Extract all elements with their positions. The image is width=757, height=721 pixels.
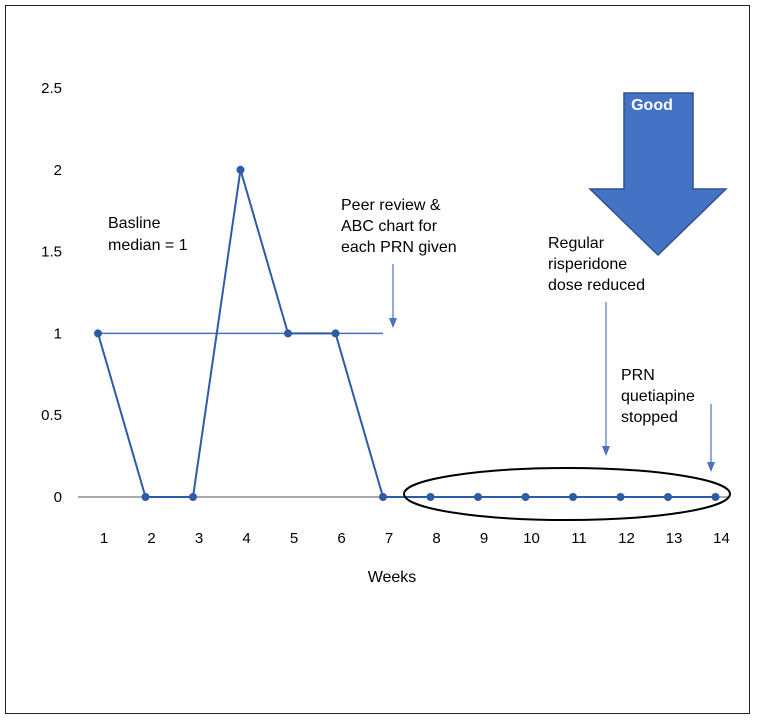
annotation-quetiapine-line2: quetiapine: [621, 388, 695, 405]
data-point: [426, 493, 435, 501]
x-tick-label: 3: [195, 530, 203, 547]
annotation-baseline-line1: Basline: [108, 215, 161, 232]
data-point: [664, 493, 672, 501]
risperidone-arrowhead: [602, 446, 610, 456]
annotation-peer-review-line3: each PRN given: [341, 239, 457, 256]
data-point: [331, 329, 340, 338]
annotation-risperidone-line2: risperidone: [548, 256, 627, 273]
y-tick-label: 0: [54, 489, 62, 506]
annotation-baseline-line2: median = 1: [108, 237, 188, 254]
series-points: [94, 165, 720, 501]
data-point: [711, 493, 720, 501]
x-tick-label: 9: [480, 530, 488, 547]
good-arrow: Good: [588, 92, 728, 257]
data-point: [474, 493, 482, 501]
x-tick-label: 12: [618, 530, 635, 547]
data-point: [141, 493, 150, 501]
y-tick-label: 2.5: [41, 80, 62, 97]
peer-review-arrowhead: [389, 318, 397, 328]
x-axis-ticks: 1 2 3 4 5 6 7 8 9 10 11 12 13 14: [100, 530, 730, 547]
series-line: [97, 169, 716, 498]
annotation-quetiapine: PRN quetiapine stopped: [621, 367, 715, 472]
quetiapine-arrowhead: [707, 462, 715, 472]
x-tick-label: 8: [432, 530, 440, 547]
annotation-peer-review-line2: ABC chart for: [341, 218, 438, 235]
data-point: [379, 493, 387, 501]
highlight-ellipse: [403, 467, 731, 521]
x-tick-label: 5: [290, 530, 298, 547]
y-tick-label: 1.5: [41, 244, 62, 261]
annotation-quetiapine-line3: stopped: [621, 409, 678, 426]
data-point: [521, 493, 530, 501]
y-axis-ticks: 0 0.5 1 1.5 2 2.5: [41, 80, 62, 506]
data-point: [236, 165, 245, 174]
annotation-peer-review-line1: Peer review &: [341, 197, 441, 214]
x-tick-label: 6: [337, 530, 345, 547]
data-point: [94, 329, 102, 338]
x-axis-title: Weeks: [368, 569, 417, 586]
annotation-peer-review: Peer review & ABC chart for each PRN giv…: [341, 197, 457, 328]
data-point: [616, 493, 625, 501]
x-tick-label: 14: [713, 530, 730, 547]
data-point: [284, 329, 292, 338]
data-point: [189, 493, 197, 501]
annotation-risperidone-line1: Regular: [548, 235, 605, 252]
annotation-baseline: Basline median = 1: [108, 215, 188, 254]
y-tick-label: 1: [54, 325, 62, 342]
y-tick-label: 2: [54, 162, 62, 179]
x-tick-label: 13: [666, 530, 683, 547]
annotation-risperidone: Regular risperidone dose reduced: [548, 235, 645, 456]
good-arrow-shape: [588, 92, 728, 257]
x-tick-label: 2: [147, 530, 155, 547]
y-tick-label: 0.5: [41, 407, 62, 424]
x-tick-label: 7: [385, 530, 393, 547]
good-label: Good: [631, 97, 673, 114]
x-tick-label: 10: [523, 530, 540, 547]
x-tick-label: 11: [571, 530, 587, 547]
chart-frame: [5, 5, 750, 714]
data-point: [569, 493, 577, 501]
annotation-risperidone-line3: dose reduced: [548, 277, 645, 294]
x-tick-label: 4: [242, 530, 250, 547]
x-tick-label: 1: [100, 530, 108, 547]
annotation-quetiapine-line1: PRN: [621, 367, 655, 384]
